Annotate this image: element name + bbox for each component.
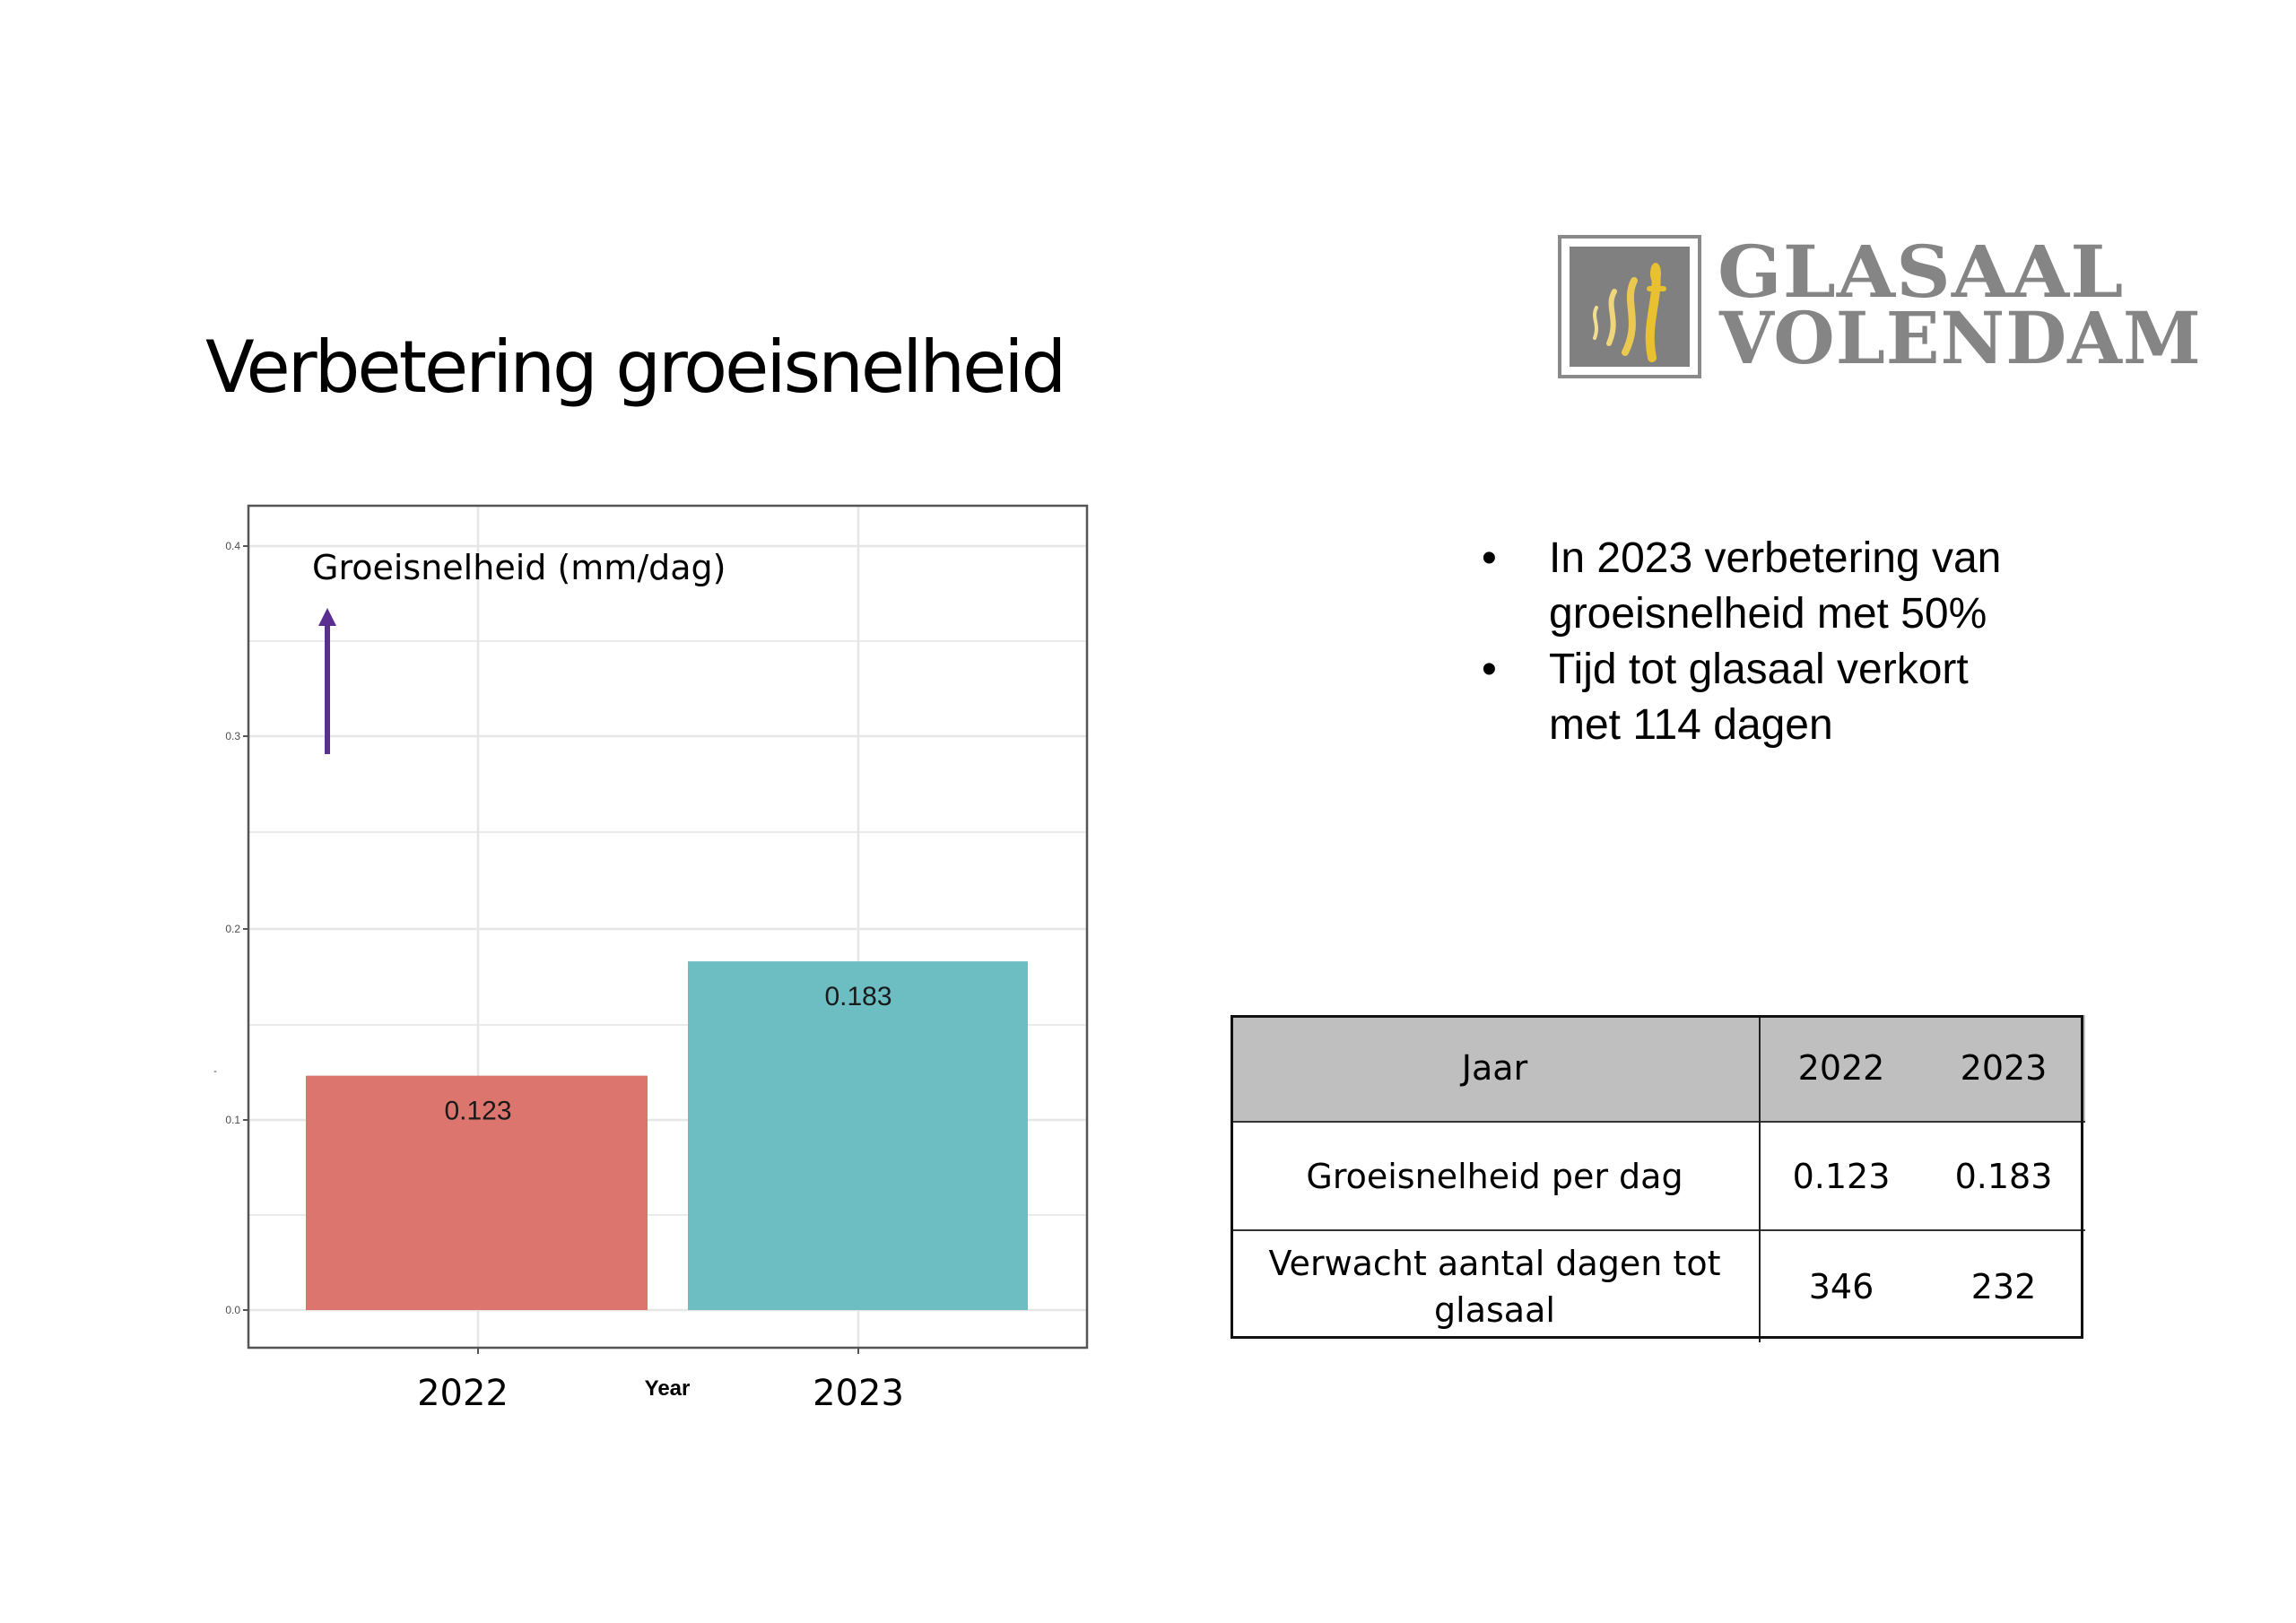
bar-2022 [306, 1075, 648, 1310]
bullet-text-line: groeisnelheid met 50% [1549, 590, 1987, 638]
cell-value: 346 [1760, 1229, 1922, 1342]
chart-annotation: Groeisnelheid (mm/dag) [312, 548, 726, 587]
table-header-row: Jaar 2022 2023 [1231, 1015, 2085, 1122]
row-label-line: Verwacht aantal dagen tot [1268, 1244, 1721, 1283]
bullet-text-line: In 2023 verbetering van [1549, 534, 2002, 582]
table-row: Groeisnelheid per dag 0.123 0.183 [1231, 1121, 2085, 1230]
x-axis-title: Year [645, 1376, 691, 1401]
logo-text-volendam: VOLENDAM [1719, 296, 2202, 380]
eel-logo-icon [1570, 247, 1690, 367]
bullet-list: • In 2023 verbetering van groeisnelheid … [1482, 531, 2109, 753]
bullet-dot-icon: • [1482, 534, 1497, 582]
bullet-text-line: met 114 dagen [1549, 701, 1833, 749]
growth-table: Jaar 2022 2023 Groeisnelheid per dag 0.1… [1231, 1015, 2085, 1342]
bullet-dot-icon: • [1482, 646, 1497, 693]
y-tick-label: 0.4 [225, 540, 240, 552]
row-label-line: glasaal [1434, 1290, 1555, 1330]
bullet-item: • Tijd tot glasaal verkort met 114 dagen [1482, 642, 2109, 753]
x-category-label: 2023 [813, 1373, 904, 1414]
bar-value-label: 0.123 [444, 1097, 511, 1126]
logo-text-glasaal: GLASAAL [1718, 230, 2125, 314]
bullet-item: • In 2023 verbetering van groeisnelheid … [1482, 531, 2109, 642]
y-tick-label: 0.1 [225, 1114, 240, 1126]
header-cell-2022: 2022 [1760, 1015, 1922, 1122]
y-tick-label: 0.0 [225, 1304, 240, 1316]
major-gridlines [248, 506, 1087, 1348]
header-cell-jaar: Jaar [1231, 1015, 1761, 1122]
bullet-text-line: Tijd tot glasaal verkort [1549, 646, 1969, 693]
table-row: Verwacht aantal dagen tot glasaal 346 23… [1231, 1229, 2085, 1342]
logo-emblem [1558, 235, 1701, 378]
y-axis-label: - [213, 1064, 217, 1077]
plot-border [247, 504, 1089, 1350]
up-arrow-icon [318, 608, 336, 754]
header-cell-2023: 2023 [1922, 1015, 2085, 1122]
slide-title: Verbetering groeisnelheid [205, 325, 1066, 409]
cell-value: 232 [1922, 1229, 2085, 1342]
plot-panel [248, 506, 1087, 1348]
row-label: Groeisnelheid per dag [1231, 1121, 1761, 1230]
bar-2023 [688, 961, 1028, 1310]
y-tick-label: 0.2 [225, 923, 240, 935]
x-category-label: 2022 [417, 1373, 509, 1414]
cell-value: 0.183 [1922, 1121, 2085, 1230]
minor-gridlines [248, 640, 1087, 1216]
cell-value: 0.123 [1760, 1121, 1922, 1230]
y-tick-label: 0.3 [225, 730, 240, 742]
row-label: Verwacht aantal dagen tot glasaal [1231, 1229, 1761, 1342]
bar-value-label: 0.183 [824, 982, 891, 1011]
